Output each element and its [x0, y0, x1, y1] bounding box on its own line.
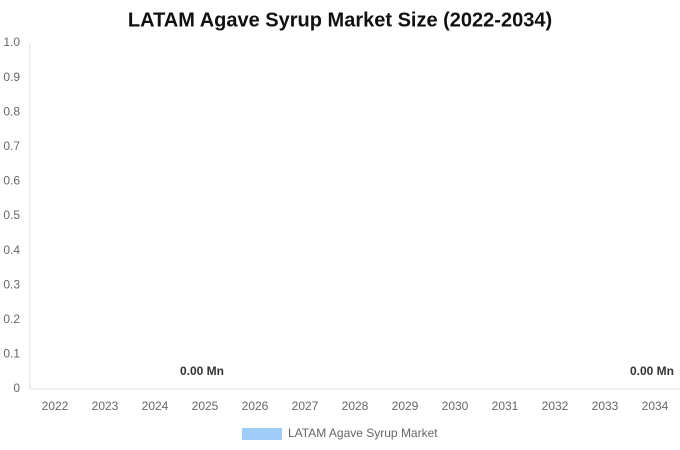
x-tick-label: 2027 — [292, 399, 319, 413]
chart-title: LATAM Agave Syrup Market Size (2022-2034… — [128, 9, 552, 31]
x-tick-label: 2024 — [142, 399, 169, 413]
x-tick-label: 2023 — [92, 399, 119, 413]
y-tick-label: 0.1 — [3, 347, 20, 361]
y-tick-label: 0.6 — [3, 174, 20, 188]
x-tick-label: 2022 — [42, 399, 69, 413]
y-tick-label: 1.0 — [3, 35, 20, 49]
x-tick-label: 2025 — [192, 399, 219, 413]
y-tick-label: 0.5 — [3, 208, 20, 222]
legend-swatch — [242, 428, 282, 440]
y-tick-label: 0.4 — [3, 243, 20, 257]
y-tick-label: 0.2 — [3, 312, 20, 326]
y-tick-label: 0.3 — [3, 277, 20, 291]
x-tick-label: 2030 — [442, 399, 469, 413]
x-tick-label: 2031 — [492, 399, 519, 413]
y-tick-label: 0.9 — [3, 70, 20, 84]
x-tick-label: 2029 — [392, 399, 419, 413]
y-tick-label: 0.7 — [3, 139, 20, 153]
x-tick-label: 2032 — [542, 399, 569, 413]
y-tick-label: 0.8 — [3, 104, 20, 118]
y-tick-label: 0 — [13, 381, 20, 395]
x-tick-label: 2028 — [342, 399, 369, 413]
value-label: 0.00 Mn — [180, 364, 224, 378]
x-tick-label: 2026 — [242, 399, 269, 413]
x-tick-label: 2034 — [642, 399, 669, 413]
legend-label: LATAM Agave Syrup Market — [288, 426, 438, 440]
value-label: 0.00 Mn — [630, 364, 674, 378]
x-tick-label: 2033 — [592, 399, 619, 413]
